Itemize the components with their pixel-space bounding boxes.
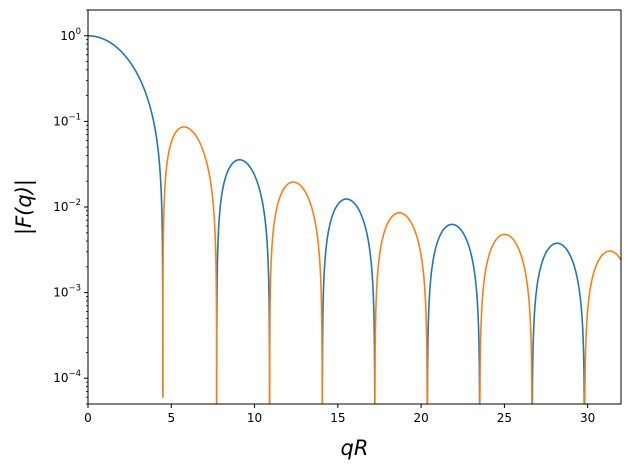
y-tick-label: 10−1	[53, 112, 81, 128]
x-tick-label: 15	[330, 411, 345, 425]
series-positive-lobe-4	[426, 223, 481, 404]
plot-frame	[87, 9, 622, 405]
series-positive-lobe-1	[88, 34, 164, 398]
y-tick-label: 10−3	[53, 284, 81, 300]
series-negative-lobe-2	[268, 181, 324, 404]
x-tick-label: 20	[413, 411, 428, 425]
ticks-layer: 0 5 10 15 20 25 30 10−4 10−3 10−2 10−1 100	[53, 9, 595, 425]
y-tick-label: 100	[60, 27, 81, 43]
series-layer	[88, 34, 621, 404]
series-negative-lobe-1	[162, 126, 218, 404]
y-tick-label: 10−2	[53, 198, 81, 214]
y-tick-label: 10−4	[53, 369, 81, 385]
x-tick-label: 10	[247, 411, 262, 425]
x-tick-label: 30	[580, 411, 595, 425]
series-negative-lobe-3	[374, 212, 428, 404]
y-axis-title: |F(q)|	[12, 179, 37, 235]
series-positive-lobe-5	[531, 242, 586, 404]
series-positive-lobe-3	[321, 198, 376, 404]
x-tick-label: 5	[167, 411, 175, 425]
series-negative-lobe-4	[479, 233, 533, 404]
x-tick-label: 0	[84, 411, 92, 425]
series-positive-lobe-2	[215, 158, 271, 404]
x-axis-title: qR	[341, 436, 369, 460]
x-tick-label: 25	[497, 411, 512, 425]
series-negative-lobe-5	[584, 250, 621, 404]
